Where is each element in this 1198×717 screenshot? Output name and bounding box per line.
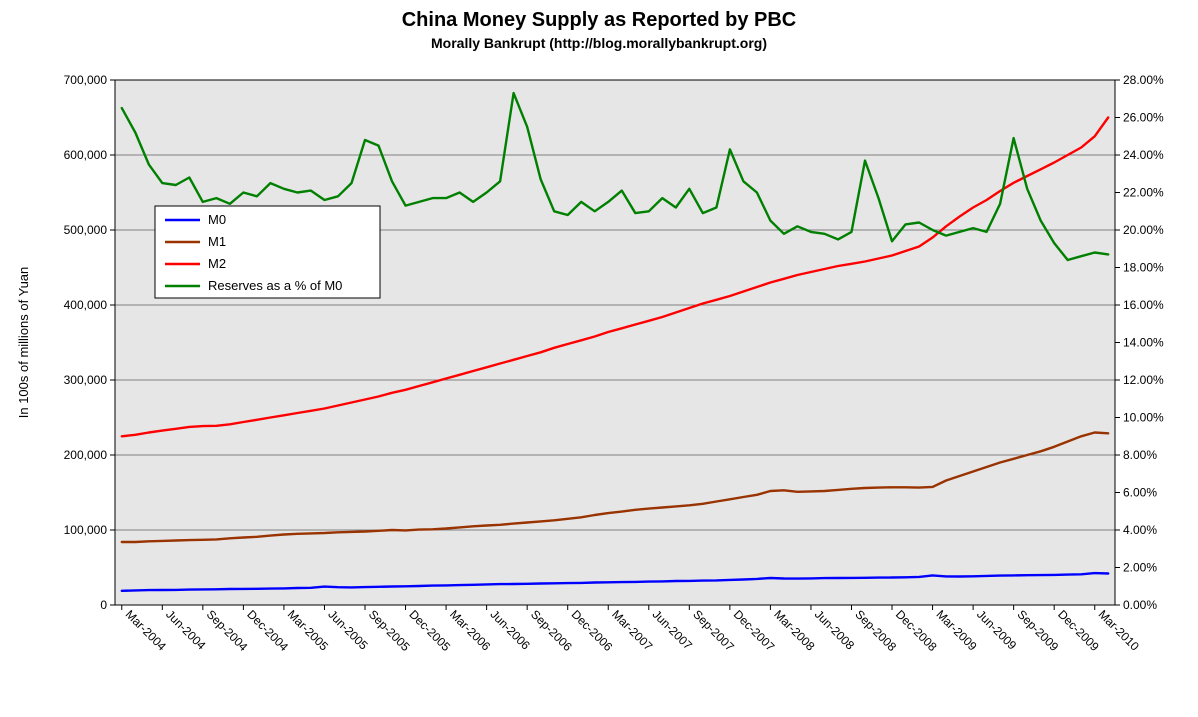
x-tick-label: Dec-2006: [569, 607, 616, 654]
y-left-tick-label: 700,000: [64, 73, 108, 87]
x-tick-label: Jun-2009: [974, 607, 1020, 653]
x-tick-label: Jun-2005: [325, 607, 371, 653]
x-tick-label: Dec-2005: [406, 607, 453, 654]
x-tick-label: Sep-2005: [366, 607, 413, 654]
x-tick-label: Mar-2005: [285, 607, 331, 653]
money-supply-chart: 0 100,000 200,000 300,000 400,000 500,000 600,…: [0, 0, 1198, 717]
chart-title: China Money Supply as Reported by PBC: [402, 9, 797, 31]
y-right-tick-label: 20.00%: [1123, 223, 1164, 237]
y-right-tick-label: 12.00%: [1123, 373, 1164, 387]
x-tick-label: Dec-2009: [1055, 607, 1102, 654]
y-right-tick-label: 4.00%: [1123, 523, 1157, 537]
chart-subtitle: Morally Bankrupt (http://blog.morallyban…: [431, 35, 767, 51]
y-right-tick-label: 22.00%: [1123, 186, 1164, 200]
y-right-tick-label: 28.00%: [1123, 73, 1164, 87]
x-tick-label: Sep-2004: [204, 607, 251, 654]
x-tick-label: Jun-2006: [488, 607, 534, 653]
y-right-tick-label: 10.00%: [1123, 411, 1164, 425]
y-right-tick-label: 24.00%: [1123, 148, 1164, 162]
y-left-tick-label: 600,000: [64, 148, 108, 162]
legend-label: M0: [208, 212, 226, 227]
x-tick-label: Mar-2008: [771, 607, 817, 653]
x-tick-label: Mar-2009: [933, 607, 979, 653]
x-tick-label: Jun-2008: [812, 607, 858, 653]
y-right-tick-label: 16.00%: [1123, 298, 1164, 312]
x-tick-label: Sep-2009: [1015, 607, 1062, 654]
x-tick-label: Mar-2010: [1096, 607, 1142, 653]
y-right-tick-label: 8.00%: [1123, 448, 1157, 462]
x-tick-label: Sep-2006: [528, 607, 575, 654]
x-tick-label: Dec-2007: [731, 607, 778, 654]
x-tick-label: Dec-2004: [244, 607, 291, 654]
y-left-tick-label: 200,000: [64, 448, 108, 462]
legend-label: M1: [208, 234, 226, 249]
x-tick-label: Mar-2006: [447, 607, 493, 653]
y-left-tick-label: 100,000: [64, 523, 108, 537]
y-left-axis-label: In 100s of millions of Yuan: [16, 267, 31, 419]
y-right-tick-label: 18.00%: [1123, 261, 1164, 275]
x-tick-label: Sep-2008: [852, 607, 899, 654]
legend-label: M2: [208, 256, 226, 271]
y-right-tick-label: 6.00%: [1123, 486, 1157, 500]
x-tick-label: Mar-2004: [123, 607, 169, 653]
y-right-tick-label: 0.00%: [1123, 598, 1157, 612]
x-tick-label: Jun-2007: [650, 607, 696, 653]
plot-area: [115, 80, 1115, 605]
legend-label: Reserves as a % of M0: [208, 278, 342, 293]
y-left-tick-label: 500,000: [64, 223, 108, 237]
y-left-tick-label: 0: [100, 598, 107, 612]
x-tick-label: Dec-2008: [893, 607, 940, 654]
y-left-tick-label: 400,000: [64, 298, 108, 312]
y-right-tick-label: 2.00%: [1123, 561, 1157, 575]
y-right-tick-label: 26.00%: [1123, 111, 1164, 125]
x-tick-label: Sep-2007: [690, 607, 737, 654]
y-left-tick-label: 300,000: [64, 373, 108, 387]
y-right-tick-label: 14.00%: [1123, 336, 1164, 350]
x-tick-label: Mar-2007: [609, 607, 655, 653]
x-tick-label: Jun-2004: [163, 607, 209, 653]
